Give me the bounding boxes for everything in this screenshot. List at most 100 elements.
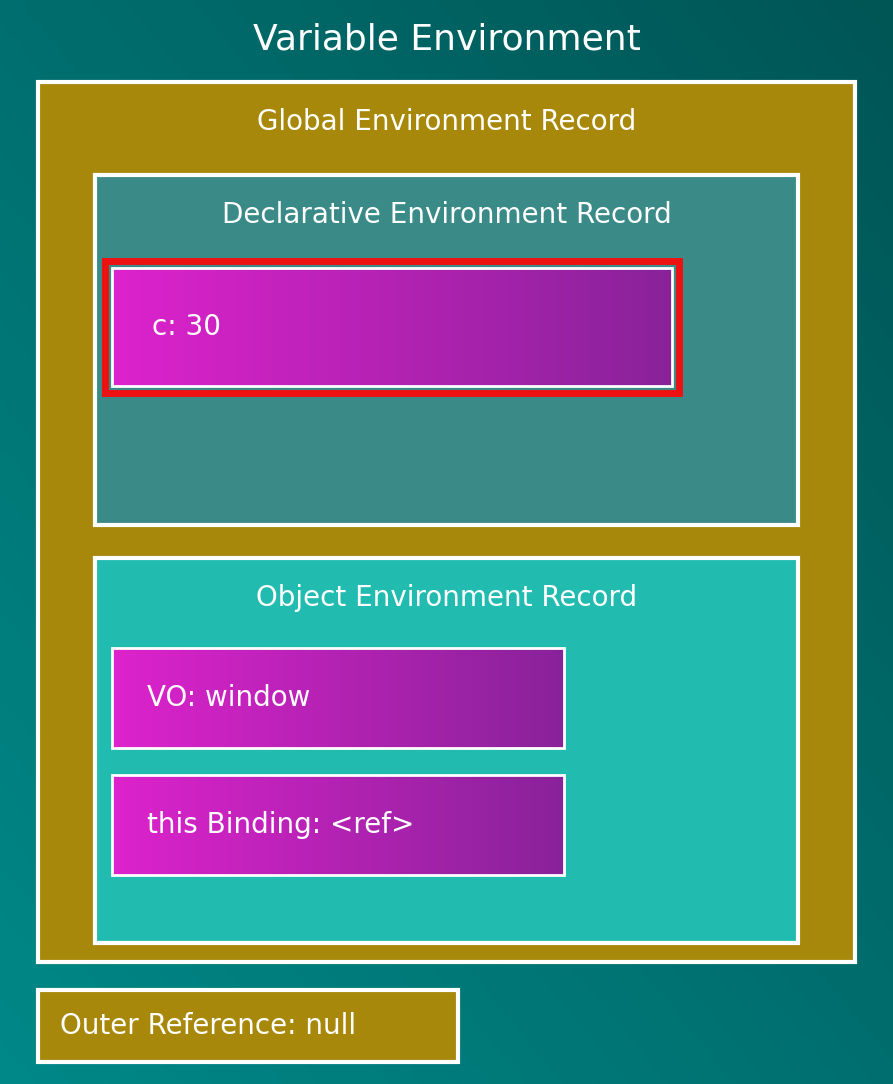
Bar (262, 268, 263, 386)
Bar (454, 268, 456, 386)
Bar (160, 775, 163, 875)
Bar (207, 775, 209, 875)
Bar (497, 268, 499, 386)
Bar (252, 648, 255, 748)
Bar (468, 648, 470, 748)
Bar (300, 648, 303, 748)
Bar (201, 648, 203, 748)
Bar (208, 775, 211, 875)
Bar (427, 648, 429, 748)
Bar (450, 268, 452, 386)
Bar (334, 268, 337, 386)
Bar (324, 648, 327, 748)
Bar (536, 648, 538, 748)
Bar (546, 648, 548, 748)
Bar (579, 268, 581, 386)
Bar (405, 648, 406, 748)
Bar (151, 648, 154, 748)
Bar (410, 648, 413, 748)
Bar (224, 268, 226, 386)
Bar (105, 261, 679, 393)
Bar (280, 775, 281, 875)
Bar (603, 268, 605, 386)
Bar (332, 648, 334, 748)
Bar (347, 268, 349, 386)
Bar (301, 268, 303, 386)
Bar (179, 648, 182, 748)
Bar (543, 775, 545, 875)
Bar (403, 648, 405, 748)
Bar (344, 648, 346, 748)
Bar (644, 268, 647, 386)
Bar (478, 268, 480, 386)
Bar (488, 648, 490, 748)
Bar (524, 268, 527, 386)
Bar (240, 648, 242, 748)
Bar (436, 648, 438, 748)
Bar (273, 648, 275, 748)
Bar (179, 775, 182, 875)
Bar (208, 648, 211, 748)
Bar (521, 268, 523, 386)
Bar (305, 648, 307, 748)
Bar (315, 775, 317, 875)
Bar (260, 648, 262, 748)
Bar (471, 648, 472, 748)
Bar (304, 648, 305, 748)
Bar (263, 268, 265, 386)
Bar (556, 268, 559, 386)
Bar (330, 648, 332, 748)
Bar (575, 268, 577, 386)
Bar (184, 648, 187, 748)
Bar (405, 648, 408, 748)
Bar (388, 268, 390, 386)
Bar (163, 648, 165, 748)
Bar (433, 268, 436, 386)
Bar (588, 268, 590, 386)
Bar (549, 268, 551, 386)
Bar (293, 648, 295, 748)
Bar (201, 775, 203, 875)
Bar (192, 268, 195, 386)
Bar (389, 648, 391, 748)
Bar (629, 268, 631, 386)
Bar (317, 648, 319, 748)
Bar (613, 268, 614, 386)
Bar (179, 648, 180, 748)
Bar (196, 775, 198, 875)
Bar (370, 775, 371, 875)
Bar (368, 775, 370, 875)
Bar (171, 648, 172, 748)
Bar (538, 268, 540, 386)
Bar (528, 648, 530, 748)
Bar (339, 648, 341, 748)
Bar (247, 648, 250, 748)
Bar (490, 648, 492, 748)
Bar (214, 268, 217, 386)
Bar (121, 775, 123, 875)
Bar (371, 268, 374, 386)
Bar (339, 775, 341, 875)
Bar (633, 268, 635, 386)
Bar (396, 648, 399, 748)
Bar (288, 268, 290, 386)
Bar (274, 268, 277, 386)
Bar (177, 648, 179, 748)
Bar (214, 648, 216, 748)
Bar (477, 775, 479, 875)
Bar (238, 648, 240, 748)
Bar (560, 648, 562, 748)
Bar (411, 268, 413, 386)
Bar (308, 775, 310, 875)
Bar (162, 648, 163, 748)
Bar (249, 648, 251, 748)
Bar (510, 648, 512, 748)
Bar (142, 648, 144, 748)
Bar (309, 775, 312, 875)
Bar (287, 775, 288, 875)
Bar (394, 648, 396, 748)
Bar (467, 268, 469, 386)
Bar (625, 268, 628, 386)
Bar (159, 268, 161, 386)
Bar (192, 775, 194, 875)
